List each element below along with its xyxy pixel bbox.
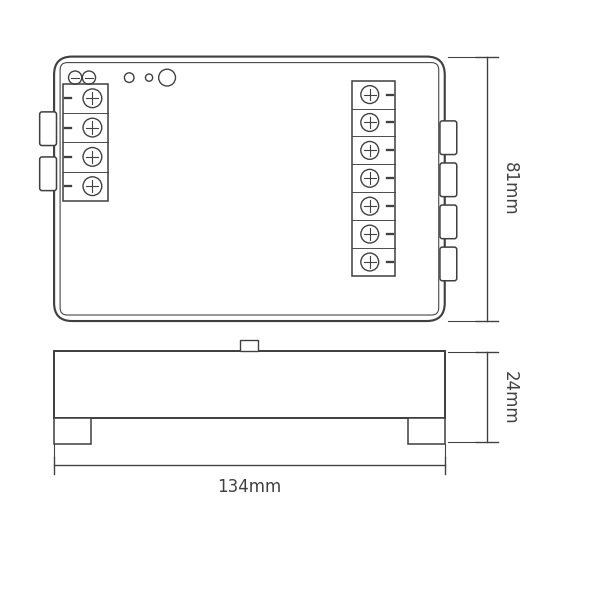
FancyBboxPatch shape <box>440 247 457 281</box>
FancyBboxPatch shape <box>54 56 445 321</box>
Text: 81mm: 81mm <box>501 162 519 216</box>
Bar <box>54 351 445 418</box>
Bar <box>54 418 91 444</box>
FancyBboxPatch shape <box>440 163 457 196</box>
Text: 134mm: 134mm <box>218 479 281 496</box>
Bar <box>352 81 395 276</box>
Text: 24mm: 24mm <box>501 370 519 424</box>
Bar <box>63 84 108 201</box>
Bar <box>407 418 445 444</box>
FancyBboxPatch shape <box>440 205 457 239</box>
FancyBboxPatch shape <box>40 157 56 191</box>
Bar <box>240 340 258 351</box>
FancyBboxPatch shape <box>440 121 457 155</box>
FancyBboxPatch shape <box>40 112 56 145</box>
